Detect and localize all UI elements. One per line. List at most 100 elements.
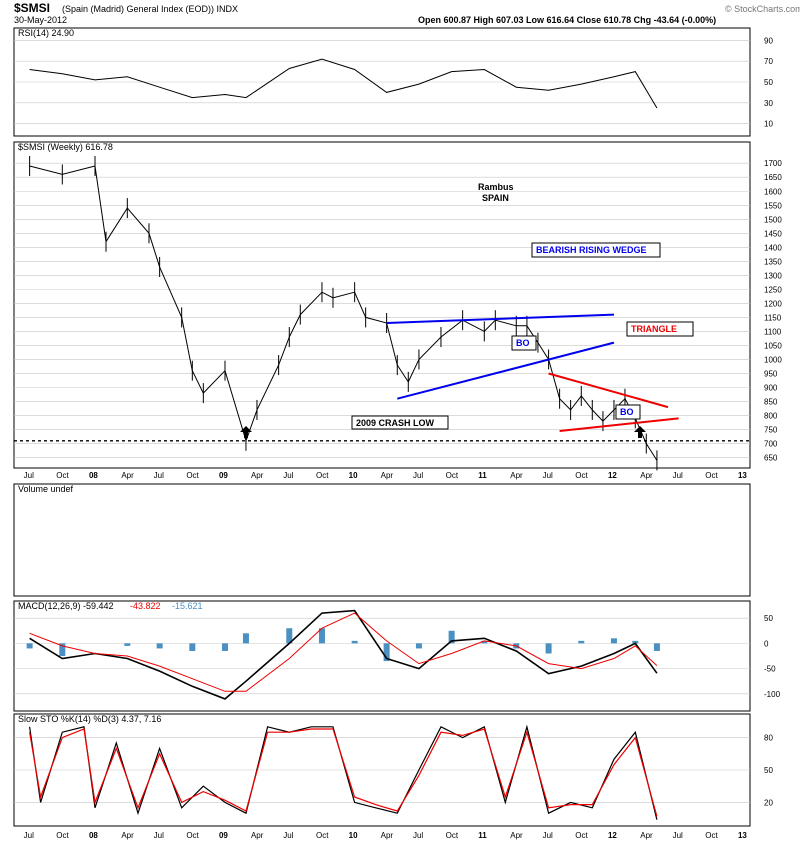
price-x-tick-label: Oct xyxy=(446,471,459,480)
price-x-tick-label: Apr xyxy=(381,471,394,480)
macd-line xyxy=(29,609,658,700)
macd-histogram-bar xyxy=(481,640,488,644)
price-x-tick-label: Apr xyxy=(121,471,134,480)
price-x-tick-label: Jul xyxy=(543,471,553,480)
sto-tick-label: 20 xyxy=(764,798,773,807)
price-x-tick-label: Jul xyxy=(673,471,683,480)
grid-layer: 1030507090650700750800850900950100010501… xyxy=(14,36,782,840)
annotation-title-rambus: Rambus SPAIN xyxy=(478,182,516,203)
price-tick-label: 850 xyxy=(764,398,778,407)
rsi-layer xyxy=(29,58,658,109)
macd-panel-frame xyxy=(13,600,751,712)
price-x-tick-label: Apr xyxy=(640,471,653,480)
price-x-tick-label: Oct xyxy=(316,471,329,480)
macd-tick-label: 50 xyxy=(764,614,773,623)
sto-x-tick-label: Oct xyxy=(186,831,199,840)
wedge-upper-line xyxy=(386,313,614,325)
price-panel-frame xyxy=(13,141,751,469)
rsi-tick-label: 90 xyxy=(764,36,773,45)
sto-d-line xyxy=(29,728,658,817)
price-tick-label: 750 xyxy=(764,426,778,435)
volume-legend: Volume undef xyxy=(18,484,74,494)
macd-tick-label: 0 xyxy=(764,639,769,648)
sto-x-tick-label: Jul xyxy=(154,831,164,840)
sto-x-tick-label: 09 xyxy=(219,831,228,840)
price-tick-label: 1500 xyxy=(764,215,782,224)
sto-tick-label: 80 xyxy=(764,734,773,743)
price-tick-label: 700 xyxy=(764,440,778,449)
price-tick-label: 1600 xyxy=(764,187,782,196)
price-tick-label: 900 xyxy=(764,384,778,393)
price-line xyxy=(29,165,658,461)
volume-panel-frame xyxy=(13,483,751,597)
price-tick-label: 1150 xyxy=(764,313,782,322)
triangle-lower-line xyxy=(559,417,679,432)
sto-k-line xyxy=(29,724,658,820)
sto-x-tick-label: 08 xyxy=(89,831,98,840)
price-x-tick-label: 08 xyxy=(89,471,98,480)
bo-label-box-2 xyxy=(615,404,641,420)
sto-x-tick-label: 10 xyxy=(349,831,358,840)
sto-x-tick-label: 13 xyxy=(738,831,747,840)
ohlc-readout: Open 600.87 High 607.03 Low 616.64 Close… xyxy=(418,15,716,25)
price-x-tick-label: Jul xyxy=(24,471,34,480)
macd-tick-label: -50 xyxy=(764,665,776,674)
macd-histogram-bar xyxy=(610,638,617,644)
price-x-tick-label: Apr xyxy=(510,471,523,480)
crash-low-label-box xyxy=(351,415,449,430)
sto-x-tick-label: Oct xyxy=(316,831,329,840)
sto-x-tick-label: Jul xyxy=(413,831,423,840)
sto-tick-label: 50 xyxy=(764,766,773,775)
arrow-up-icon xyxy=(634,426,646,438)
arrow-up-icon xyxy=(240,426,252,438)
macd-histogram-bar xyxy=(59,643,66,656)
triangle-label-box xyxy=(626,321,694,337)
sto-x-tick-label: Apr xyxy=(510,831,523,840)
price-x-tick-label: Oct xyxy=(186,471,199,480)
macd-histogram-bar xyxy=(318,628,325,644)
sto-x-tick-label: Oct xyxy=(56,831,69,840)
price-tick-label: 1400 xyxy=(764,243,782,252)
price-x-tick-label: Jul xyxy=(154,471,164,480)
rsi-tick-label: 50 xyxy=(764,78,773,87)
sto-x-tick-label: Apr xyxy=(381,831,394,840)
triangle-upper-line xyxy=(548,372,669,409)
macd-tick-label: -100 xyxy=(764,690,781,699)
price-tick-label: 1350 xyxy=(764,257,782,266)
chart-date: 30-May-2012 xyxy=(14,15,67,25)
sto-legend: Slow STO %K(14) %D(3) 4.37, 7.16 xyxy=(18,714,161,724)
rsi-tick-label: 10 xyxy=(764,120,773,129)
macd-histogram-bar xyxy=(221,643,228,651)
price-x-tick-label: 12 xyxy=(608,471,617,480)
macd-signal-line xyxy=(29,612,658,692)
macd-histogram-bar xyxy=(632,640,639,644)
price-legend: $SMSI (Weekly) 616.78 xyxy=(18,142,113,152)
macd-histogram-bar xyxy=(26,643,33,649)
sto-x-tick-label: Oct xyxy=(446,831,459,840)
bo-label-2: BO xyxy=(620,407,634,417)
price-x-tick-label: 10 xyxy=(349,471,358,480)
price-tick-label: 1200 xyxy=(764,299,782,308)
crash-low-label: 2009 CRASH LOW xyxy=(356,418,435,428)
macd-legend: MACD(12,26,9) -59.442 xyxy=(18,601,114,611)
symbol-description: (Spain (Madrid) General Index (EOD)) IND… xyxy=(62,4,238,14)
sto-x-tick-label: Jul xyxy=(673,831,683,840)
price-x-tick-label: 09 xyxy=(219,471,228,480)
wedge-lower-line xyxy=(397,341,615,400)
macd-signal-legend: -43.822 xyxy=(130,601,161,611)
price-tick-label: 1300 xyxy=(764,271,782,280)
macd-histogram-bar xyxy=(286,628,293,644)
price-tick-label: 650 xyxy=(764,454,778,463)
price-x-tick-label: Jul xyxy=(283,471,293,480)
macd-hist-legend: -15.621 xyxy=(172,601,203,611)
price-x-tick-label: Jul xyxy=(413,471,423,480)
price-x-tick-label: Oct xyxy=(56,471,69,480)
sto-x-tick-label: Jul xyxy=(543,831,553,840)
macd-histogram-bar xyxy=(383,643,390,662)
macd-histogram-bar xyxy=(242,633,249,644)
rsi-tick-label: 30 xyxy=(764,99,773,108)
bo-label-box-1 xyxy=(511,335,537,351)
sto-x-tick-label: Jul xyxy=(283,831,293,840)
